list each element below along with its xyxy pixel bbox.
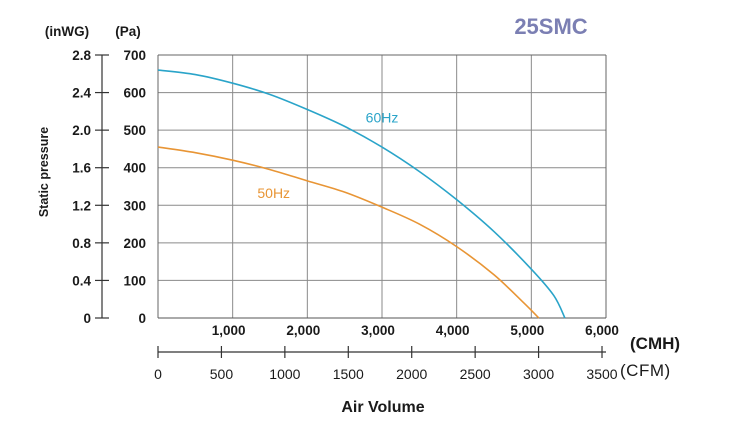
y-axis-title: Static pressure	[37, 127, 51, 217]
x-axis-title: Air Volume	[341, 399, 424, 416]
x-tick-label-cmh: 5,000	[510, 323, 544, 338]
y-tick-label-inwg: 1.6	[72, 161, 91, 176]
x-tick-label-cfm: 2000	[396, 366, 427, 382]
grid	[158, 55, 606, 318]
x-tick-label-cmh: 6,000	[585, 323, 619, 338]
y-unit-inwg: (inWG)	[45, 24, 89, 39]
y-tick-label-inwg: 0.8	[72, 236, 91, 251]
x-tick-label-cfm: 3500	[586, 366, 617, 382]
y-tick-label-inwg: 2.0	[72, 123, 91, 138]
x-axis-cfm: 0 500 1000 1500 2000 2500 3000 3500	[154, 346, 618, 382]
x-tick-label-cfm: 1500	[333, 366, 364, 382]
y-tick-label-pa: 100	[123, 273, 146, 288]
x-tick-label-cmh: 4,000	[436, 323, 470, 338]
y-tick-label-inwg: 0	[83, 311, 91, 326]
y-axis-inwg: 0 0.4 0.8 1.2 1.6 2.0 2.4 2.8	[72, 48, 109, 326]
y-tick-label-pa: 200	[123, 236, 146, 251]
y-tick-label-pa: 400	[123, 161, 146, 176]
y-tick-label-inwg: 2.8	[72, 48, 91, 63]
x-tick-label-cmh: 2,000	[286, 323, 320, 338]
series-group: 60Hz 50Hz	[157, 69, 566, 319]
series-label-50hz: 50Hz	[257, 185, 290, 201]
y-tick-label-pa: 600	[123, 86, 146, 101]
series-line-50hz	[157, 146, 540, 319]
x-unit-cfm: (CFM)	[620, 361, 671, 380]
y-axis-pa: 0 100 200 300 400 500 600 700	[123, 48, 146, 326]
chart-title: 25SMC	[514, 14, 587, 39]
y-tick-label-inwg: 1.2	[72, 198, 91, 213]
y-tick-label-inwg: 0.4	[72, 273, 91, 288]
y-tick-label-pa: 500	[123, 123, 146, 138]
x-tick-label-cfm: 1000	[269, 366, 300, 382]
y-tick-label-pa: 0	[138, 311, 146, 326]
x-tick-label-cmh: 3,000	[361, 323, 395, 338]
x-tick-label-cfm: 0	[154, 366, 162, 382]
y-unit-pa: (Pa)	[115, 24, 141, 39]
x-tick-label-cfm: 2500	[460, 366, 491, 382]
x-axis-cmh: 1,000 2,000 3,000 4,000 5,000 6,000	[212, 323, 619, 338]
series-label-60hz: 60Hz	[366, 110, 399, 126]
y-tick-label-pa: 700	[123, 48, 146, 63]
y-tick-label-pa: 300	[123, 198, 146, 213]
y-tick-label-inwg: 2.4	[72, 86, 91, 101]
plot-frame	[157, 54, 607, 319]
x-tick-label-cmh: 1,000	[212, 323, 246, 338]
x-tick-label-cfm: 3000	[523, 366, 554, 382]
x-tick-label-cfm: 500	[210, 366, 234, 382]
series-line-60hz	[157, 69, 566, 319]
x-unit-cmh: (CMH)	[630, 334, 680, 353]
